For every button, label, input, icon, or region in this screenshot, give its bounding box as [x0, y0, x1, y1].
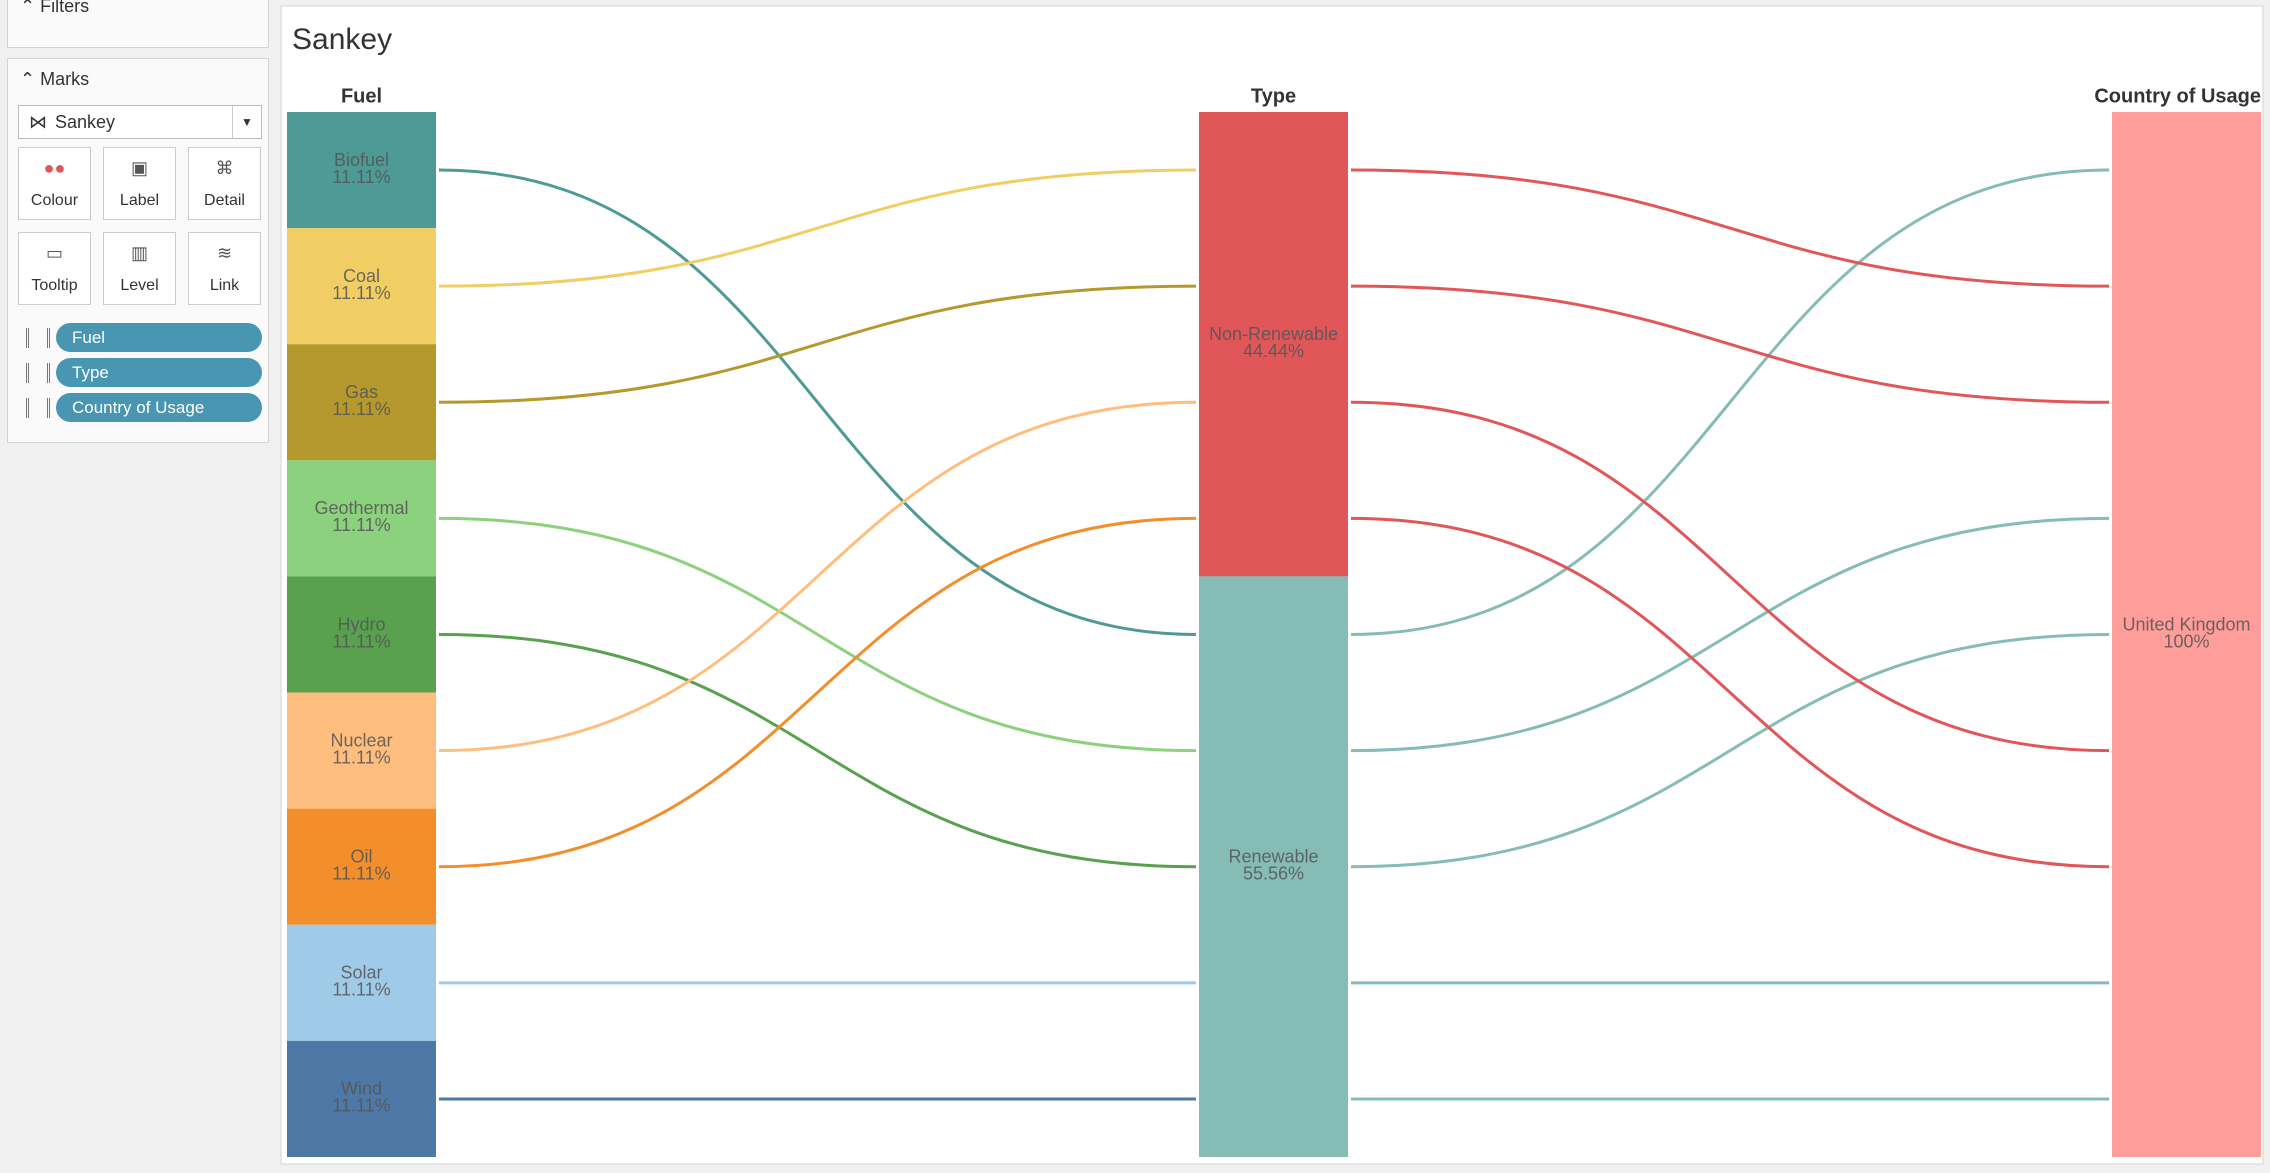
node-value-label: 100% — [2163, 631, 2209, 651]
sankey-node — [1199, 576, 1348, 1157]
node-value-label: 55.56% — [1243, 863, 1304, 883]
node-value-label: 44.44% — [1243, 341, 1304, 361]
button-icon: ≋ — [216, 243, 233, 263]
column-header: Country of Usage — [2094, 85, 2261, 107]
button-label: Link — [209, 277, 240, 294]
sankey-link — [438, 168, 1197, 636]
marks-card: ⌃ Marks ⋈ Sankey ▼ ●● Colour ▣ Label ⌘ Detail… — [7, 58, 269, 443]
mark-button[interactable]: ●● Colour — [18, 147, 91, 220]
button-label: Label — [119, 192, 160, 209]
sankey-link — [438, 284, 1197, 404]
marks-header[interactable]: ⌃ Marks — [20, 69, 90, 89]
node-value-label: 11.11% — [332, 863, 390, 883]
button-icon: ▥ — [130, 243, 148, 263]
mark-type: Sankey — [55, 112, 116, 132]
sankey-link — [1350, 284, 2110, 404]
button-icon: ▭ — [45, 243, 63, 263]
sankey-link — [438, 516, 1197, 753]
column-header: Type — [1251, 85, 1296, 107]
button-icon: ⌘ — [215, 158, 234, 178]
node-name: Solar — [340, 963, 382, 983]
sankey-node — [287, 808, 436, 925]
sankey-link — [1350, 168, 2110, 288]
node-name: Gas — [345, 382, 378, 402]
dropdown-icon: ⋈ — [29, 112, 47, 132]
pill-icon — [26, 398, 50, 418]
sankey-link — [438, 400, 1197, 753]
node-name: United Kingdom — [2122, 614, 2250, 634]
sankey-node — [287, 112, 436, 229]
mark-type-dropdown[interactable]: ⋈ Sankey ▼ — [18, 105, 262, 139]
mark-button[interactable]: ▣ Label — [103, 147, 176, 220]
sankey-link — [438, 516, 1197, 869]
chart: Sankey FuelBiofuel11.11%Coal11.11%Gas11.… — [280, 5, 2264, 1165]
node-value-label: 11.11% — [332, 515, 390, 535]
field-pill[interactable]: Country of Usage — [56, 393, 262, 422]
node-name: Coal — [343, 266, 380, 286]
node-name: Oil — [351, 846, 373, 866]
pill-icon — [26, 363, 50, 383]
sankey-link — [1350, 400, 2110, 753]
mark-button[interactable]: ▭ Tooltip — [18, 232, 91, 305]
node-value-label: 11.11% — [332, 1096, 390, 1116]
sankey-node — [287, 1040, 436, 1157]
node-name: Wind — [341, 1079, 382, 1099]
button-label: Tooltip — [31, 277, 78, 294]
node-value-label: 11.11% — [332, 747, 390, 767]
node-value-label: 11.11% — [332, 399, 390, 419]
button-icon: ●● — [43, 158, 66, 178]
node-value-label: 11.11% — [332, 167, 390, 187]
field-pill[interactable]: Fuel — [56, 323, 262, 352]
sankey-node — [287, 228, 436, 345]
sankey-link — [438, 168, 1197, 288]
sankey-link — [1350, 168, 2110, 636]
sankey-node — [287, 576, 436, 693]
sankey-node — [287, 460, 436, 577]
sankey-link — [438, 633, 1197, 869]
node-name: Non-Renewable — [1209, 324, 1338, 344]
button-label: Colour — [30, 192, 79, 209]
sankey-node — [287, 692, 436, 809]
sankey-link — [1350, 516, 2110, 869]
filters-card: ⌃ Filters — [7, 0, 269, 48]
filters-title: Filters — [40, 0, 90, 16]
sankey-node — [287, 344, 436, 461]
pill-icon — [26, 328, 50, 348]
mark-button[interactable]: ≋ Link — [188, 232, 261, 305]
node-name: Biofuel — [334, 150, 389, 170]
field-pill[interactable]: Type — [56, 358, 262, 387]
mark-button[interactable]: ▥ Level — [103, 232, 176, 305]
chart-title: Sankey — [292, 23, 392, 56]
node-value-label: 11.11% — [332, 631, 390, 651]
sankey-node — [287, 924, 436, 1041]
dropdown-arrow: ▼ — [232, 106, 261, 138]
sankey-link — [1350, 516, 2110, 753]
filters-header[interactable]: ⌃ Filters — [20, 0, 89, 17]
mark-button[interactable]: ⌘ Detail — [188, 147, 261, 220]
sankey-node — [1199, 112, 1348, 577]
button-label: Detail — [204, 192, 245, 209]
node-name: Nuclear — [330, 730, 392, 750]
node-name: Geothermal — [314, 498, 408, 518]
sidebar: ⌃ Filters ⌃ Marks ⋈ Sankey ▼ ●● Colour ▣ La… — [0, 0, 280, 1173]
button-label: Level — [120, 277, 159, 294]
sankey-node — [2112, 112, 2261, 1157]
node-name: Renewable — [1228, 846, 1318, 866]
node-value-label: 11.11% — [332, 283, 390, 303]
node-name: Hydro — [337, 614, 385, 634]
button-icon: ▣ — [130, 158, 148, 178]
node-value-label: 11.11% — [332, 980, 390, 1000]
sankey-link — [1350, 633, 2110, 869]
column-header: Fuel — [341, 85, 382, 107]
marks-title: Marks — [40, 69, 90, 89]
